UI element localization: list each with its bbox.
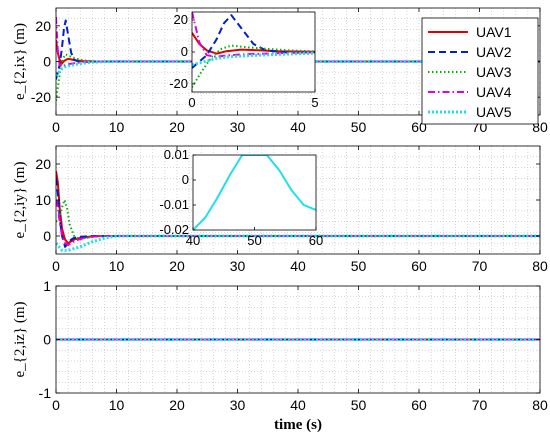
x-tick-label: 60	[411, 258, 427, 274]
series-line-uav1	[56, 39, 540, 65]
x-tick-label: 30	[230, 119, 246, 135]
y-axis-label: e_{2,iz} (m)	[12, 301, 28, 377]
x-tick-label: 70	[472, 258, 488, 274]
x-axis-label: time (s)	[274, 417, 322, 433]
x-tick-label: 80	[532, 397, 548, 413]
x-tick-label: 0	[52, 397, 60, 413]
inset-2: 40 50 60 0.01 0 -0.01 -0.02	[159, 147, 323, 248]
x-tick-label: 40	[290, 258, 306, 274]
x-tick-label: 10	[109, 397, 125, 413]
x-tick-label: 20	[169, 258, 185, 274]
legend-label-uav5: UAV5	[476, 104, 512, 120]
x-tick-label: 10	[109, 258, 125, 274]
y-axis-label: e_{2,ix} (m)	[12, 23, 28, 100]
series-line-uav5	[56, 234, 540, 252]
inset-y-tick-label: -0.02	[159, 222, 189, 237]
y-tick-label: 10	[35, 192, 51, 208]
series-line-uav3	[56, 199, 540, 241]
legend-label-uav1: UAV1	[476, 24, 512, 40]
inset-y-tick-label: 0	[182, 172, 189, 187]
inset-y-tick-label: -0.01	[159, 197, 189, 212]
x-tick-label: 10	[109, 119, 125, 135]
series-line-uav2	[192, 14, 315, 69]
y-tick-label: 0	[43, 228, 51, 244]
x-tick-label: 40	[290, 119, 306, 135]
x-tick-label: 30	[230, 258, 246, 274]
series-line-uav2	[56, 178, 540, 248]
x-tick-label: 50	[351, 119, 367, 135]
legend: UAV1 UAV2 UAV3 UAV4 UAV5	[421, 17, 539, 125]
y-tick-label: -20	[31, 89, 51, 105]
inset-y-tick-label: -20	[169, 76, 188, 91]
legend-label-uav4: UAV4	[476, 84, 512, 100]
x-tick-label: 80	[532, 258, 548, 274]
y-tick-label: 0	[43, 54, 51, 70]
series-line-uav4	[56, 199, 540, 246]
x-tick-label: 20	[169, 119, 185, 135]
inset-y-tick-label: 20	[174, 12, 188, 27]
series-line-uav5	[193, 155, 316, 230]
y-axis-label: e_{2,iy} (m)	[12, 162, 28, 239]
panel-2: 0 10 20 30 40 50 60 70 80 20 10 0 e_{2,iy} (m) 40 50 60…	[12, 145, 548, 274]
x-tick-label: 70	[472, 397, 488, 413]
legend-label-uav2: UAV2	[476, 44, 512, 60]
legend-label-uav3: UAV3	[476, 64, 512, 80]
x-tick-label: 50	[351, 397, 367, 413]
inset-x-tick-label: 50	[247, 233, 261, 248]
inset-y-tick-label: 0	[181, 44, 188, 59]
x-tick-label: 30	[230, 397, 246, 413]
x-tick-label: 40	[290, 397, 306, 413]
series-line-uav5	[56, 60, 540, 77]
inset-x-tick-label: 60	[309, 233, 323, 248]
x-tick-label: 60	[411, 397, 427, 413]
inset-area	[193, 155, 316, 230]
x-tick-label: 0	[52, 258, 60, 274]
x-tick-label: 0	[52, 119, 60, 135]
y-tick-label: 20	[35, 156, 51, 172]
series-line-uav4	[56, 16, 540, 68]
inset-x-tick-label: 5	[311, 95, 318, 110]
y-tick-label: 20	[35, 18, 51, 34]
x-tick-label: 50	[351, 258, 367, 274]
inset-x-tick-label: 0	[188, 95, 195, 110]
inset-y-tick-label: 0.01	[164, 147, 189, 162]
y-tick-label: -1	[39, 385, 52, 401]
x-tick-label: 20	[169, 397, 185, 413]
series-line-uav1	[192, 32, 315, 55]
y-tick-label: 1	[43, 278, 51, 294]
inset-x-tick-label: 40	[186, 233, 200, 248]
y-tick-label: 0	[43, 332, 51, 348]
